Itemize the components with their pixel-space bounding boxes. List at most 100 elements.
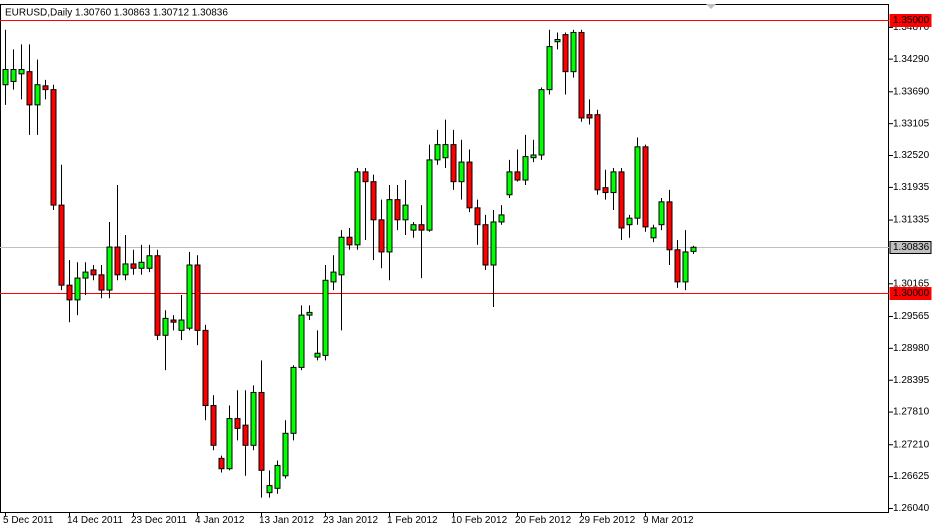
- y-tick-label: 1.34870: [893, 22, 930, 33]
- price-label: 1.30836: [893, 242, 930, 253]
- y-tick-label: 1.29565: [893, 311, 930, 322]
- candle-body: [466, 161, 473, 209]
- candle-body: [658, 201, 665, 226]
- candle-body: [170, 319, 177, 323]
- candle-body: [498, 214, 505, 223]
- x-tick-label: 29 Feb 2012: [579, 515, 636, 526]
- candle-body: [138, 261, 145, 269]
- candle-body: [266, 485, 273, 494]
- candle-body: [570, 31, 577, 73]
- y-tick-label: 1.28980: [893, 343, 930, 354]
- candle-body: [674, 249, 681, 283]
- candle-body: [594, 114, 601, 191]
- candle-body: [242, 424, 249, 446]
- x-tick-label: 5 Dec 2011: [3, 515, 54, 526]
- candle-body: [618, 171, 625, 229]
- candle-body: [258, 391, 265, 471]
- x-tick-label: 23 Jan 2012: [323, 515, 378, 526]
- candle-body: [610, 171, 617, 194]
- candle-body: [642, 146, 649, 228]
- candle-body: [210, 405, 217, 446]
- candle-body: [562, 34, 569, 73]
- candle-body: [490, 221, 497, 266]
- chart-title: EURUSD,Daily 1.30760 1.30863 1.30712 1.3…: [5, 8, 228, 19]
- candle-body: [402, 204, 409, 221]
- y-tick-label: 1.32520: [893, 150, 930, 161]
- x-tick-label: 13 Jan 2012: [259, 515, 314, 526]
- candle-body: [458, 161, 465, 183]
- x-tick-label: 4 Jan 2012: [195, 515, 245, 526]
- candle-body: [218, 457, 225, 470]
- candle-body: [58, 204, 65, 286]
- candle-body: [538, 89, 545, 156]
- x-tick-label: 20 Feb 2012: [515, 515, 572, 526]
- candle-body: [626, 217, 633, 226]
- candle-body: [226, 418, 233, 470]
- candle-body: [34, 84, 41, 106]
- y-tick-label: 1.31935: [893, 182, 930, 193]
- candle-body: [634, 146, 641, 219]
- candle-body: [434, 144, 441, 161]
- price-label-box: [889, 287, 932, 300]
- candle-body: [306, 311, 313, 316]
- candle-body: [154, 255, 161, 336]
- candle-body: [418, 224, 425, 231]
- candle-body: [122, 263, 129, 276]
- x-tick-label: 23 Dec 2011: [131, 515, 187, 526]
- candle-body: [514, 171, 521, 181]
- candle-body: [354, 171, 361, 246]
- y-tick-label: 1.33105: [893, 118, 930, 129]
- candle-body: [362, 171, 369, 183]
- candle-body: [338, 236, 345, 276]
- candle-body: [650, 227, 657, 239]
- candle-body: [146, 255, 153, 269]
- candle-body: [314, 352, 321, 358]
- candle-body: [426, 159, 433, 231]
- candle-body: [530, 154, 537, 159]
- candle-body: [482, 224, 489, 266]
- candle-body: [202, 329, 209, 407]
- candle-body: [50, 89, 57, 206]
- x-tick-label: 10 Feb 2012: [451, 515, 508, 526]
- x-tick-label: 1 Feb 2012: [387, 515, 438, 526]
- candle-body: [18, 68, 25, 75]
- plot-frame: [0, 4, 889, 513]
- candle-body: [578, 31, 585, 119]
- candle-body: [26, 71, 33, 106]
- candle-body: [442, 144, 449, 159]
- price-label: 1.35000: [893, 15, 930, 26]
- candle-body: [290, 366, 297, 434]
- candle-body: [106, 246, 113, 291]
- y-tick-label: 1.26625: [893, 471, 930, 482]
- candle-body: [330, 271, 337, 283]
- candle-body: [474, 207, 481, 226]
- candle-body: [130, 263, 137, 269]
- candle-body: [66, 284, 73, 301]
- y-tick-label: 1.27810: [893, 407, 930, 418]
- candle-body: [322, 279, 329, 356]
- candle-body: [546, 46, 553, 91]
- y-tick-label: 1.30165: [893, 278, 930, 289]
- candle-body: [682, 251, 689, 283]
- candle-body: [386, 199, 393, 253]
- candle-body: [298, 314, 305, 368]
- candle-body: [274, 464, 281, 489]
- y-tick-label: 1.27210: [893, 439, 930, 450]
- candle-body: [74, 277, 81, 301]
- price-label-box: [889, 241, 932, 254]
- candle-body: [346, 236, 353, 246]
- candle-body: [370, 181, 377, 221]
- candle-body: [506, 171, 513, 196]
- x-tick-label: 14 Dec 2011: [67, 515, 123, 526]
- candle-body: [42, 85, 49, 91]
- candle-body: [410, 224, 417, 231]
- candle-body: [98, 274, 105, 291]
- candle-body: [194, 264, 201, 331]
- candle-body: [450, 144, 457, 183]
- candle-body: [114, 246, 121, 276]
- y-tick-label: 1.28395: [893, 375, 930, 386]
- candle-body: [282, 432, 289, 477]
- candle-body: [162, 317, 169, 336]
- candle-body: [10, 68, 17, 82]
